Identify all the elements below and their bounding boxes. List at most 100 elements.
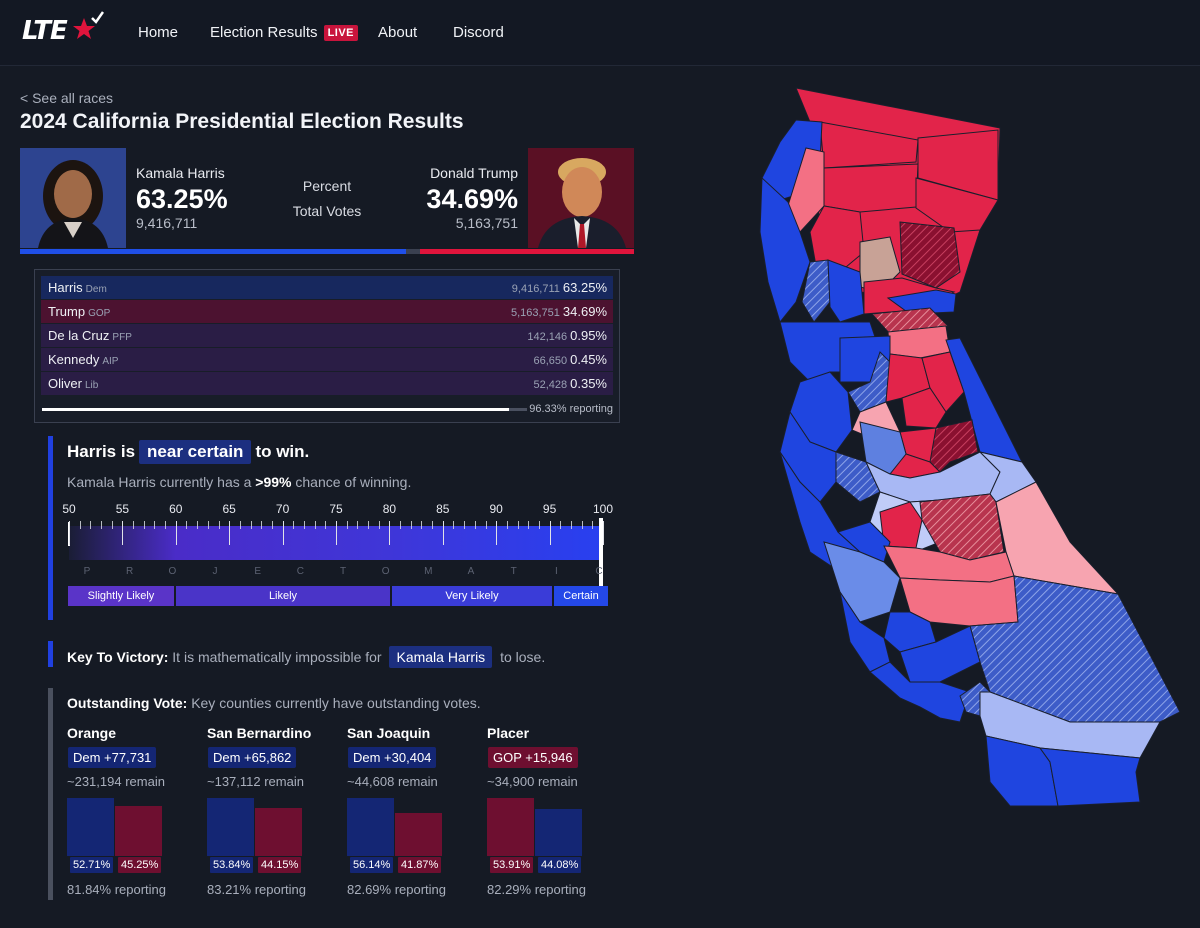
candidate-pct: 0.45% [570, 352, 607, 367]
county-card: Orange Dem +77,731 ~231,194 remain 52.71% 45… [67, 725, 197, 900]
forecast-scale-tick [346, 521, 348, 529]
candidate-party: GOP [88, 308, 111, 319]
county-remaining-votes: ~231,194 remain [67, 774, 165, 789]
outstanding-label: Outstanding Vote: [67, 695, 188, 711]
forecast-scale-tick [229, 521, 231, 545]
key-to-victory-accent [48, 641, 53, 667]
outstanding-accent [48, 688, 53, 900]
forecast-scale-tick [442, 521, 444, 545]
reporting-progress-track [42, 408, 527, 411]
nav-about[interactable]: About [378, 24, 418, 41]
outstanding-vote-heading: Outstanding Vote: Key counties currently… [67, 695, 481, 711]
key-to-victory-text-post: to lose. [500, 649, 546, 665]
forecast-scale-tick [453, 521, 455, 529]
harris-photo [20, 148, 126, 248]
key-to-victory-text: It is mathematically impossible for [172, 649, 382, 665]
forecast-scale-tick [197, 521, 199, 529]
projectomatic-letter: T [339, 566, 347, 577]
forecast-scale-label: 95 [542, 502, 557, 516]
gop-share-bar [395, 812, 442, 856]
county-card: San Bernardino Dem +65,862 ~137,112 remain… [207, 725, 337, 900]
forecast-chance: >99% [255, 474, 292, 490]
site-logo[interactable]: LTE [22, 10, 104, 46]
reporting-label: 96.33% reporting [529, 403, 613, 415]
forecast-scale-tick [90, 521, 92, 529]
forecast-scale-tick [570, 521, 572, 529]
forecast-scale-tick [314, 521, 316, 529]
forecast-scale-tick [303, 521, 305, 529]
county-reporting: 82.29% reporting [487, 882, 587, 897]
county-margin-pill: Dem +65,862 [208, 747, 297, 768]
forecast-scale-tick [186, 521, 188, 529]
forecast-scale-label: 75 [329, 502, 343, 516]
dem-candidate-votes: 9,416,711 [136, 215, 198, 231]
forecast-scale-tick [293, 521, 295, 529]
forecast-scale-tick [261, 521, 263, 529]
projectomatic-letter: J [212, 566, 218, 577]
candidate-party: AIP [102, 356, 119, 367]
key-to-victory-pill: Kamala Harris [389, 646, 493, 668]
page-title: 2024 California Presidential Election Re… [20, 110, 464, 133]
results-row: Kennedy AIP 66,650 0.45% [41, 348, 613, 371]
see-all-races-link[interactable]: < See all races [20, 90, 113, 106]
candidate-party: Dem [85, 284, 107, 295]
candidate-votes: 52,428 [533, 379, 568, 391]
key-to-victory: Key To Victory: It is mathematically imp… [67, 646, 545, 668]
candidate-party: PFP [112, 332, 132, 343]
projectomatic-letter: C [296, 566, 304, 577]
nav-election-results[interactable]: Election Results LIVE [210, 24, 359, 41]
forecast-accent-bar [48, 436, 53, 620]
forecast-scale-tick [549, 521, 551, 545]
forecast-scale-tick [101, 521, 103, 529]
projectomatic-letter: A [467, 566, 475, 577]
dem-share-pct: 56.14% [350, 857, 394, 873]
gop-share-pct: 41.87% [398, 857, 442, 873]
county-remaining-votes: ~137,112 remain [207, 774, 304, 789]
forecast-scale-tick [474, 521, 476, 529]
candidate-name: De la Cruz [48, 328, 110, 343]
forecast-scale-tick [165, 521, 167, 529]
dem-share-pct: 44.08% [538, 857, 582, 873]
forecast-scale-label: 100 [592, 502, 614, 516]
candidate-name: Kennedy [48, 352, 100, 367]
forecast-scale-tick [133, 521, 135, 529]
dem-share-bar [67, 798, 114, 856]
nav-home[interactable]: Home [138, 24, 179, 41]
dem-candidate-name: Kamala Harris [136, 165, 225, 181]
candidate-votes: 142,146 [527, 331, 568, 343]
forecast-scale-tick [239, 521, 241, 529]
forecast-scale: 50 55 60 65 70 75 80 85 90 95 100 P R O J E C T O M A T I C Slig… [62, 500, 615, 610]
county-card: San Joaquin Dem +30,404 ~44,608 remain 56.1… [347, 725, 477, 900]
gop-candidate-votes: 5,163,751 [455, 215, 518, 231]
forecast-bucket: Likely [176, 586, 390, 606]
forecast-scale-tick [378, 521, 380, 529]
forecast-scale-tick [485, 521, 487, 529]
forecast-scale-tick [410, 521, 412, 529]
forecast-scale-label: 70 [275, 502, 290, 516]
forecast-scale-tick [111, 521, 113, 529]
forecast-sub-pre: Kamala Harris currently has a [67, 474, 252, 490]
county-margin-pill: Dem +30,404 [348, 747, 437, 768]
forecast-scale-tick [506, 521, 508, 529]
gop-share-pct: 45.25% [118, 857, 162, 873]
forecast-scale-tick [357, 521, 359, 529]
county-margin-pill: Dem +77,731 [68, 747, 157, 768]
forecast-scale-tick [175, 521, 177, 545]
county-reporting: 83.21% reporting [207, 882, 307, 897]
california-county-map[interactable] [740, 82, 1180, 808]
key-to-victory-label: Key To Victory: [67, 649, 169, 665]
candidate-pct: 63.25% [562, 280, 607, 295]
forecast-scale-tick [432, 521, 434, 529]
nav-discord[interactable]: Discord [453, 24, 504, 41]
projectomatic-letter: O [381, 566, 390, 577]
forecast-scale-tick [581, 521, 583, 529]
gop-share-pct: 44.15% [258, 857, 302, 873]
star-check-icon [73, 11, 104, 39]
reporting-progress-fill [42, 408, 510, 411]
dem-share-pct: 53.84% [210, 857, 254, 873]
vote-bar-gap [406, 249, 420, 254]
forecast-scale-tick [528, 521, 530, 529]
gop-share-bar [487, 798, 534, 856]
forecast-scale-tick [218, 521, 220, 529]
results-table: Harris Dem 9,416,711 63.25% Trump GOP 5,163… [34, 269, 620, 423]
